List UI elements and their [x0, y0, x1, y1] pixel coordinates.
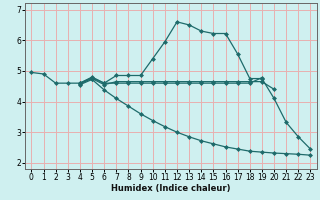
X-axis label: Humidex (Indice chaleur): Humidex (Indice chaleur): [111, 184, 231, 193]
